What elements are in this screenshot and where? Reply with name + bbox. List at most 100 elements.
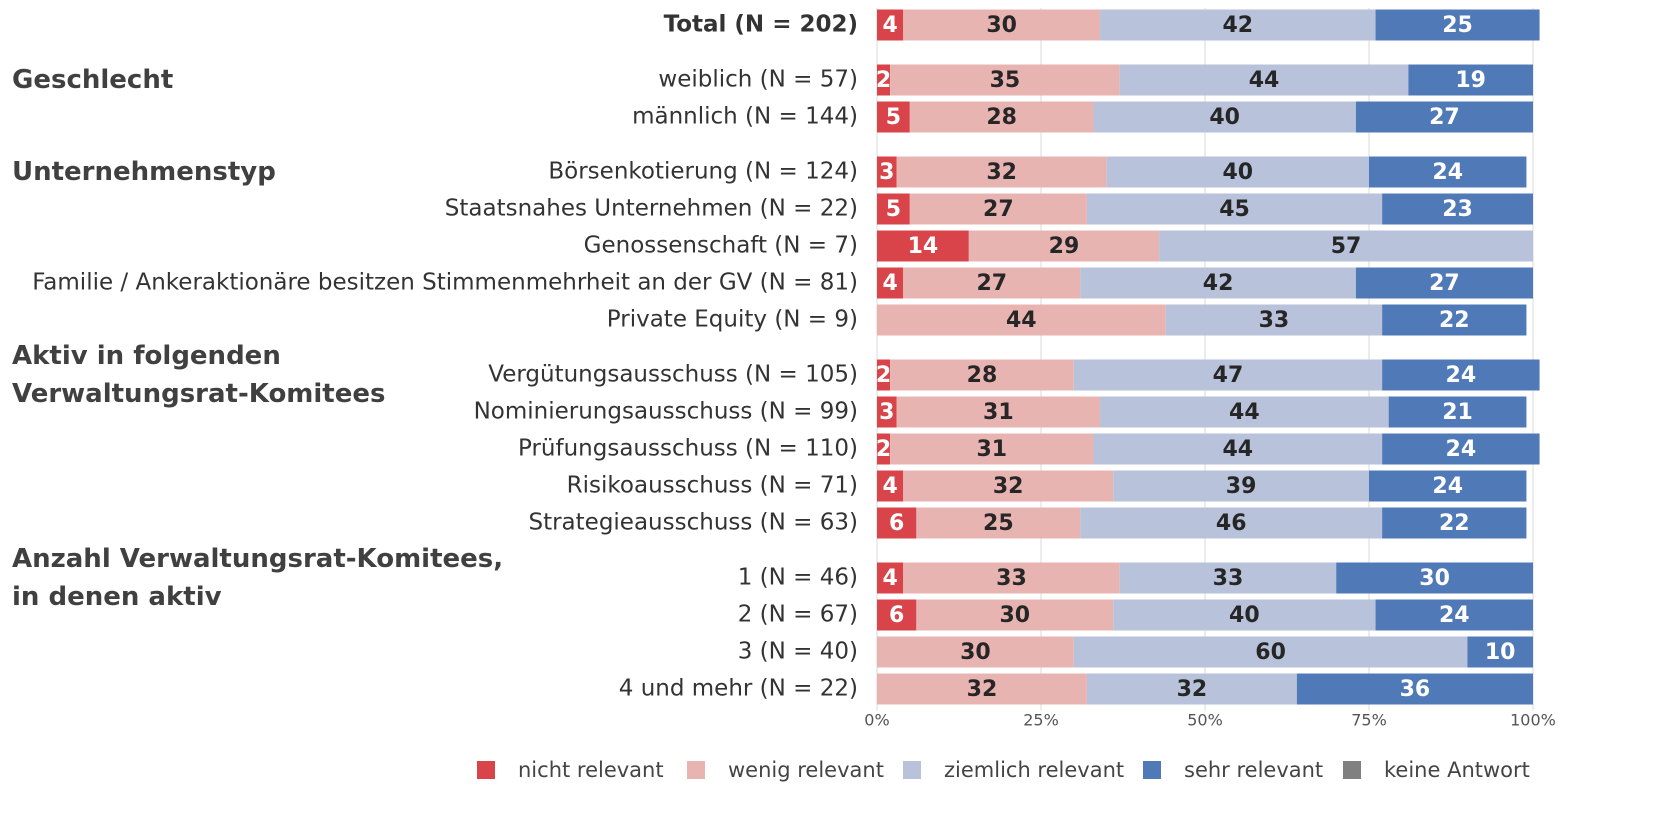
data-label: 27 xyxy=(1429,271,1460,296)
data-label: 28 xyxy=(967,363,998,388)
bar-segment xyxy=(1100,396,1389,428)
bar-segment xyxy=(877,156,897,188)
bar-segment xyxy=(903,267,1081,299)
bar-segment xyxy=(916,599,1114,631)
data-label: 36 xyxy=(1400,677,1431,702)
bar-segment xyxy=(1296,673,1533,705)
data-label: 3 xyxy=(879,160,894,185)
bar-segment xyxy=(877,396,897,428)
data-label: 44 xyxy=(1229,400,1260,425)
category-label: Genossenschaft (N = 7) xyxy=(584,233,858,259)
data-label: 31 xyxy=(983,400,1014,425)
bar-segment xyxy=(903,562,1120,594)
data-label: 44 xyxy=(1006,308,1037,333)
data-label: 19 xyxy=(1455,68,1486,93)
data-label: 29 xyxy=(1049,234,1080,259)
bar-segment xyxy=(1355,101,1533,133)
data-label: 30 xyxy=(986,13,1017,38)
group-heading: Unternehmenstyp xyxy=(12,157,276,187)
bar-segment xyxy=(896,156,1107,188)
data-label: 35 xyxy=(990,68,1021,93)
bar-segment xyxy=(877,562,904,594)
bar-segment xyxy=(1165,304,1383,336)
bar-segment xyxy=(890,433,1094,465)
category-label: 3 (N = 40) xyxy=(738,639,858,665)
data-label: 32 xyxy=(986,160,1017,185)
bar-segment xyxy=(909,101,1094,133)
data-label: 5 xyxy=(886,105,901,130)
legend-label: nicht relevant xyxy=(518,758,664,782)
data-label: 44 xyxy=(1222,437,1253,462)
bar-segment xyxy=(877,64,891,96)
group-heading: Geschlecht xyxy=(12,65,174,95)
bar-segment xyxy=(916,507,1081,539)
data-label: 47 xyxy=(1213,363,1244,388)
x-tick-label: 0% xyxy=(864,711,889,730)
data-label: 57 xyxy=(1331,234,1362,259)
bar-segment xyxy=(1100,9,1376,41)
bar-segment xyxy=(877,470,904,502)
category-label: Private Equity (N = 9) xyxy=(607,307,858,333)
bar-segment xyxy=(1369,470,1527,502)
bar-segment xyxy=(1355,267,1533,299)
bar-segment xyxy=(1080,267,1356,299)
bar-segment xyxy=(903,470,1114,502)
bar-segment xyxy=(877,101,910,133)
bar-segment xyxy=(1388,396,1527,428)
data-label: 30 xyxy=(999,603,1030,628)
data-label: 60 xyxy=(1255,640,1286,665)
data-label: 42 xyxy=(1203,271,1234,296)
bar-segment xyxy=(1106,156,1369,188)
bar-segment xyxy=(903,9,1101,41)
legend-swatch xyxy=(1343,761,1361,779)
data-label: 33 xyxy=(996,566,1027,591)
data-label: 44 xyxy=(1249,68,1280,93)
data-label: 22 xyxy=(1439,308,1470,333)
data-label: 27 xyxy=(976,271,1007,296)
category-label: Prüfungsausschuss (N = 110) xyxy=(518,436,858,462)
category-label: Strategieausschuss (N = 63) xyxy=(528,510,858,536)
data-label: 2 xyxy=(876,68,891,93)
data-label: 4 xyxy=(882,13,897,38)
bar-segment xyxy=(1408,64,1533,96)
data-label: 14 xyxy=(908,234,939,259)
group-heading: Anzahl Verwaltungsrat-Komitees, in denen… xyxy=(12,544,504,612)
legend-swatch xyxy=(903,761,921,779)
bar-segment xyxy=(1369,156,1527,188)
data-label: 2 xyxy=(876,437,891,462)
bar-segment xyxy=(1113,470,1369,502)
data-label: 23 xyxy=(1442,197,1473,222)
bar-segment xyxy=(1382,304,1527,336)
legend-label: sehr relevant xyxy=(1184,758,1323,782)
legend-label: keine Antwort xyxy=(1384,758,1530,782)
data-label: 32 xyxy=(993,474,1024,499)
bar-segment xyxy=(1375,599,1533,631)
bar-segment xyxy=(1119,64,1409,96)
data-label: 4 xyxy=(882,566,897,591)
data-label: 24 xyxy=(1432,160,1463,185)
bar-segment xyxy=(1086,673,1297,705)
bar-segment xyxy=(1119,562,1337,594)
category-label: 4 und mehr (N = 22) xyxy=(619,676,858,702)
bar-segment xyxy=(1336,562,1533,594)
data-label: 25 xyxy=(983,511,1014,536)
data-label: 30 xyxy=(960,640,991,665)
category-label: Total (N = 202) xyxy=(664,12,858,38)
bar-segment xyxy=(1093,101,1356,133)
bar-segment xyxy=(890,359,1074,391)
legend-swatch xyxy=(1143,761,1161,779)
data-label: 32 xyxy=(967,677,998,702)
bar-segment xyxy=(968,230,1160,262)
data-label: 2 xyxy=(876,363,891,388)
data-label: 31 xyxy=(976,437,1007,462)
bar-segment xyxy=(1080,507,1383,539)
bar-segment xyxy=(1113,599,1376,631)
group-heading: Aktiv in folgenden Verwaltungsrat-Komite… xyxy=(12,341,386,409)
legend-label: ziemlich relevant xyxy=(944,758,1124,782)
data-label: 22 xyxy=(1439,511,1470,536)
category-label: Risikoausschuss (N = 71) xyxy=(567,473,858,499)
bar-segment xyxy=(877,267,904,299)
bar-segment xyxy=(1467,636,1533,668)
